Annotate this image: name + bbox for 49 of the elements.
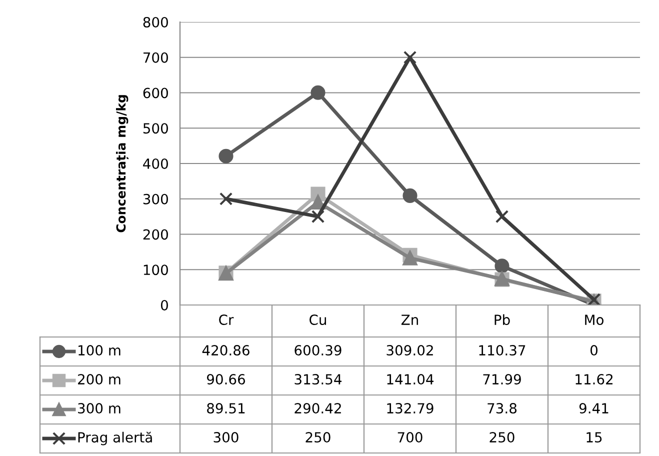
x-tick-label: Cr (219, 314, 234, 326)
data-label: 141.04 (387, 374, 434, 385)
data-label: 11.62 (576, 374, 612, 385)
point (495, 210, 509, 224)
data-label: 71.99 (483, 374, 521, 385)
point (218, 148, 234, 164)
data-label: 313.54 (294, 374, 342, 385)
data-label: 250 (306, 432, 330, 443)
x-tick-label: Zn (401, 314, 418, 325)
y-tick-label: 500 (143, 123, 168, 134)
data-label: 132.79 (387, 403, 434, 414)
data-label: 9.41 (579, 403, 608, 414)
legend-label: 100 m (78, 345, 120, 356)
point (310, 194, 326, 210)
y-tick-label: 200 (143, 229, 168, 240)
point (310, 85, 326, 100)
data-label: 700 (398, 432, 422, 443)
legend-label: 200 m (78, 374, 120, 385)
x-tick-label: Mo (585, 314, 604, 326)
x-tick-label: Pb (494, 314, 510, 326)
data-label: 15 (586, 432, 602, 443)
data-label: 250 (490, 432, 514, 443)
legend-label: 300 m (78, 403, 120, 414)
point (402, 188, 418, 203)
data-label: 600.39 (294, 345, 342, 356)
legend-label: Prag alertă (78, 432, 152, 446)
x-tick-label: Cu (310, 314, 326, 326)
y-tick-label: 800 (143, 16, 168, 28)
y-tick-label: 300 (143, 194, 168, 204)
data-label: 290.42 (294, 403, 341, 414)
point (403, 50, 417, 64)
y-tick-label: 600 (143, 88, 168, 98)
data-label: 0 (590, 345, 598, 356)
point (402, 250, 418, 266)
data-label: 309.02 (386, 345, 433, 356)
y-tick-label: 0 (160, 300, 168, 310)
y-tick-label: 100 (144, 264, 168, 276)
data-label: 110.37 (479, 345, 526, 356)
y-tick-label: 700 (144, 52, 168, 63)
data-label: 420.86 (202, 345, 250, 356)
y-tick-label: 400 (143, 158, 168, 169)
point (494, 258, 510, 274)
data-label: 300 (214, 432, 238, 443)
y-axis-title: Concentrația mg/kg (116, 95, 128, 232)
point (311, 210, 325, 224)
data-label: 90.66 (206, 374, 246, 385)
data-label: 73.8 (488, 403, 517, 414)
data-label: 89.51 (207, 403, 245, 414)
point (219, 192, 233, 206)
